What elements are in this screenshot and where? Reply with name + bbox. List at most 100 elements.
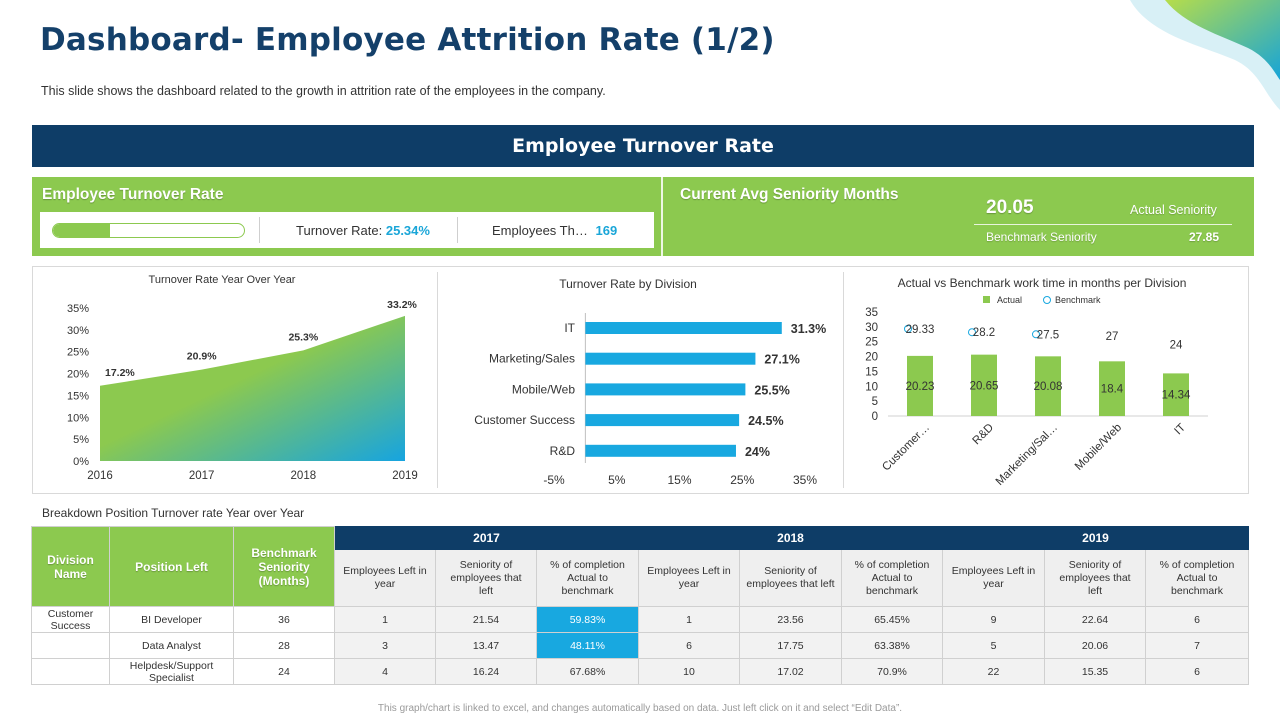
y-tick-label: 15 <box>865 366 878 378</box>
employees-value: 169 <box>595 223 618 238</box>
header-position: Position Left <box>109 526 234 607</box>
turnover-breakdown-table: Division Name Position Left Benchmark Se… <box>31 526 1249 685</box>
value-cell: 16.24 <box>435 658 537 685</box>
category-label: Mobile/Web <box>512 382 575 396</box>
turnover-rate-value: 25.34% <box>385 223 430 238</box>
data-label: 17.2% <box>105 367 135 379</box>
chart-divider <box>843 272 844 488</box>
header-benchmark: Benchmark Seniority (Months) <box>233 526 335 607</box>
data-label: 20.9% <box>187 351 217 363</box>
bar <box>585 414 740 427</box>
page-title: Dashboard- Employee Attrition Rate (1/2) <box>40 22 775 58</box>
actual-bar <box>907 355 933 416</box>
y-tick-label: 0% <box>73 456 89 468</box>
y-tick-label: 30% <box>67 325 89 337</box>
benchmark-marker <box>1032 330 1040 339</box>
actual-data-label: 20.65 <box>970 380 999 392</box>
value-cell: 59.83% <box>536 606 639 633</box>
benchmark-data-label: 24 <box>1170 340 1183 352</box>
seniority-kpi-title: Current Avg Seniority Months <box>680 186 899 203</box>
benchmark-data-label: 28.2 <box>973 327 995 339</box>
actual-data-label: 20.23 <box>906 381 935 393</box>
actual-vs-benchmark-chart: Actual vs Benchmark work time in months … <box>865 276 1208 488</box>
division-cell <box>31 632 110 659</box>
x-tick-label: 2016 <box>87 470 113 482</box>
y-tick-label: 10 <box>865 381 878 393</box>
header-seniority-left: Seniority of employees that left <box>739 549 842 607</box>
value-cell: 48.11% <box>536 632 639 659</box>
page-subtitle: This slide shows the dashboard related t… <box>41 84 606 98</box>
position-cell: BI Developer <box>109 606 234 633</box>
position-cell: Data Analyst <box>109 632 234 659</box>
header-year: 2017 <box>334 526 639 550</box>
header-completion: % of completion Actual to benchmark <box>841 549 943 607</box>
turnover-by-division-chart: Turnover Rate by Division IT Marketing/Sa… <box>474 277 826 487</box>
data-label: 27.1% <box>764 353 799 367</box>
benchmark-cell: 28 <box>233 632 335 659</box>
y-tick-label: 20% <box>67 369 89 381</box>
benchmark-cell: 24 <box>233 658 335 685</box>
value-cell: 22 <box>942 658 1045 685</box>
value-cell: 5 <box>942 632 1045 659</box>
bar <box>585 383 746 396</box>
turnover-yoy-chart: Turnover Rate Year Over Year 0% 5% 10% 15% 2… <box>67 274 418 482</box>
value-cell: 13.47 <box>435 632 537 659</box>
value-cell: 15.35 <box>1044 658 1146 685</box>
table-row: Data Analyst 28 3 13.47 48.11% 6 17.75 63.38% 5 2… <box>31 632 1249 659</box>
actual-seniority-value: 20.05 <box>986 197 1034 218</box>
actual-bar <box>1099 361 1125 416</box>
chart-title: Turnover Rate Year Over Year <box>149 274 296 286</box>
bar <box>585 444 736 457</box>
x-tick-label: -5% <box>543 473 565 487</box>
seniority-divider <box>974 224 1232 225</box>
header-employees-left: Employees Left in year <box>334 549 436 607</box>
actual-data-label: 20.08 <box>1034 381 1063 393</box>
header-employees-left: Employees Left in year <box>942 549 1045 607</box>
kpi-separator <box>259 217 260 243</box>
turnover-rate-readout: Turnover Rate: 25.34% <box>296 223 430 238</box>
value-cell: 1 <box>334 606 436 633</box>
y-tick-label: 25 <box>865 337 878 349</box>
employees-label: Employees Th… <box>492 223 588 238</box>
y-tick-label: 20 <box>865 352 878 364</box>
benchmark-data-label: 27 <box>1106 331 1119 343</box>
data-label: 24% <box>745 445 770 459</box>
x-tick-label: 2017 <box>189 470 215 482</box>
x-tick-label: 35% <box>793 473 817 487</box>
chart-title: Actual vs Benchmark work time in months … <box>898 276 1187 290</box>
bar <box>585 322 782 334</box>
bar <box>585 352 756 365</box>
value-cell: 17.02 <box>739 658 842 685</box>
employees-readout: Employees Th… 169 <box>492 223 617 238</box>
value-cell: 7 <box>1145 632 1249 659</box>
header-completion: % of completion Actual to benchmark <box>1145 549 1249 607</box>
benchmark-marker <box>904 324 912 333</box>
turnover-kpi-box: Turnover Rate: 25.34% Employees Th… 169 <box>40 212 654 248</box>
category-label: Marketing/Sales <box>489 352 575 366</box>
turnover-rate-label: Turnover Rate: <box>296 223 383 238</box>
value-cell: 3 <box>334 632 436 659</box>
value-cell: 6 <box>1145 658 1249 685</box>
category-label: R&D <box>970 422 996 448</box>
y-tick-label: 15% <box>67 390 89 402</box>
legend-benchmark-marker <box>1043 296 1051 304</box>
division-cell <box>31 658 110 685</box>
value-cell: 4 <box>334 658 436 685</box>
data-label: 33.2% <box>387 299 417 311</box>
value-cell: 63.38% <box>841 632 943 659</box>
y-tick-label: 5% <box>73 434 89 446</box>
category-label: Marketing/Sal… <box>994 422 1060 488</box>
data-label: 24.5% <box>748 414 783 428</box>
header-seniority-left: Seniority of employees that left <box>1044 549 1146 607</box>
turnover-kpi-title: Employee Turnover Rate <box>42 186 224 203</box>
data-label: 25.5% <box>754 383 789 397</box>
x-tick-label: 15% <box>667 473 691 487</box>
y-tick-label: 30 <box>865 322 878 334</box>
benchmark-data-label: 29.33 <box>906 324 935 336</box>
value-cell: 6 <box>638 632 740 659</box>
header-division: Division Name <box>31 526 110 607</box>
x-tick-label: 2018 <box>291 470 317 482</box>
header-year: 2019 <box>942 526 1249 550</box>
header-year: 2018 <box>638 526 943 550</box>
y-tick-label: 10% <box>67 412 89 424</box>
